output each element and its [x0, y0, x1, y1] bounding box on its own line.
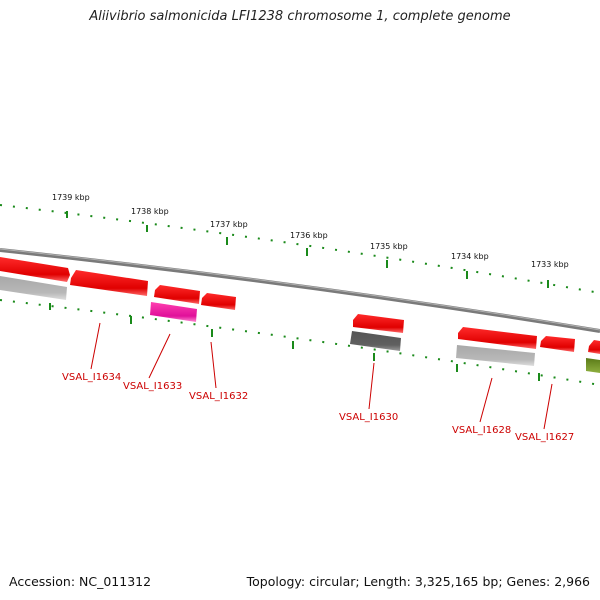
gene-label[interactable]: VSAL_I1628	[452, 425, 511, 436]
genome-summary-text: Topology: circular; Length: 3,325,165 bp…	[246, 574, 590, 589]
ruler-tick-label: 1733 kbp	[531, 260, 569, 269]
gene-feature[interactable]	[0, 257, 70, 282]
gene-label[interactable]: VSAL_I1630	[339, 412, 398, 423]
ruler-dots-inner	[0, 299, 600, 386]
ruler-tick-label: 1738 kbp	[131, 207, 169, 216]
gene-feature[interactable]	[0, 276, 67, 300]
chromosome-backbone	[0, 248, 600, 333]
gene-feature[interactable]	[154, 285, 200, 304]
gene-label[interactable]: VSAL_I1633	[123, 381, 182, 392]
ruler-ticks-outer	[66, 211, 549, 288]
ruler-dots-outer	[0, 204, 600, 294]
ruler-tick-label: 1734 kbp	[451, 252, 489, 261]
gene-feature[interactable]	[353, 314, 404, 333]
gene-feature[interactable]	[458, 327, 537, 349]
gene-feature[interactable]	[456, 345, 535, 366]
label-leader-lines	[90, 322, 553, 430]
accession-text: Accession: NC_011312	[9, 574, 152, 589]
ruler-tick-label: 1737 kbp	[210, 220, 248, 229]
ruler-tick-label: 1735 kbp	[370, 242, 408, 251]
gene-feature[interactable]	[588, 340, 600, 354]
gene-label[interactable]: VSAL_I1627	[515, 432, 574, 443]
ruler-ticks-inner	[49, 303, 540, 381]
gene-label[interactable]: VSAL_I1632	[189, 391, 248, 402]
gene-feature[interactable]	[350, 331, 401, 351]
gene-feature[interactable]	[201, 293, 236, 310]
ruler-tick-label: 1736 kbp	[290, 231, 328, 240]
gene-feature[interactable]	[586, 358, 600, 373]
gene-feature[interactable]	[540, 336, 575, 352]
map-title: Aliivibrio salmonicida LFI1238 chromosom…	[89, 9, 511, 24]
ruler-tick-label: 1739 kbp	[52, 193, 90, 202]
gene-feature[interactable]	[150, 302, 197, 322]
gene-feature[interactable]	[70, 270, 148, 296]
gene-label[interactable]: VSAL_I1634	[62, 372, 121, 383]
